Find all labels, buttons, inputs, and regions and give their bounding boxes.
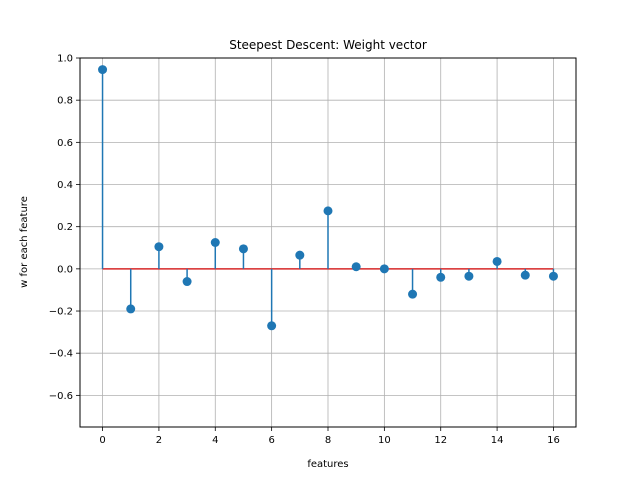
y-tick-label: 0.8 xyxy=(57,96,73,107)
x-tick-label: 12 xyxy=(434,435,447,446)
stem-marker xyxy=(98,65,108,75)
stem-marker xyxy=(267,321,277,331)
x-axis-label: features xyxy=(307,459,348,470)
y-tick-label: −0.6 xyxy=(49,391,73,402)
x-tick-label: 4 xyxy=(212,435,218,446)
x-axis-ticks: 0 2 4 6 8 10 12 14 16 xyxy=(99,427,560,446)
stem-marker xyxy=(379,264,389,274)
y-tick-label: 0.4 xyxy=(57,180,73,191)
x-tick-label: 0 xyxy=(99,435,105,446)
stem-marker xyxy=(126,304,136,314)
stem-marker xyxy=(154,242,164,252)
stem-marker xyxy=(408,289,418,299)
stem-marker xyxy=(323,206,333,216)
stem-marker xyxy=(238,244,248,254)
stem-marker xyxy=(436,272,446,282)
stem-marker xyxy=(464,271,474,281)
stem-marker xyxy=(210,238,220,247)
stem-marker xyxy=(182,277,192,287)
stem-marker xyxy=(548,271,558,281)
y-tick-label: −0.2 xyxy=(49,307,73,318)
stem-marker xyxy=(295,250,305,260)
markers xyxy=(98,65,558,331)
y-tick-label: 0.6 xyxy=(57,138,73,149)
x-tick-label: 10 xyxy=(378,435,391,446)
x-tick-label: 8 xyxy=(325,435,331,446)
y-tick-label: 1.0 xyxy=(57,54,73,65)
y-axis-ticks: −0.6 −0.4 −0.2 0.0 0.2 0.4 0.6 0.8 1.0 xyxy=(49,54,80,402)
x-tick-label: 6 xyxy=(268,435,274,446)
chart-title: Steepest Descent: Weight vector xyxy=(229,38,427,52)
stem-marker xyxy=(520,270,530,280)
x-tick-label: 16 xyxy=(547,435,560,446)
y-tick-label: −0.4 xyxy=(49,349,73,360)
x-tick-label: 2 xyxy=(156,435,162,446)
stem-marker xyxy=(351,262,361,272)
y-tick-label: 0.2 xyxy=(57,222,73,233)
stem-marker xyxy=(492,256,502,266)
y-tick-label: 0.0 xyxy=(57,264,73,275)
y-axis-label: w for each feature xyxy=(19,196,30,288)
x-tick-label: 14 xyxy=(491,435,504,446)
